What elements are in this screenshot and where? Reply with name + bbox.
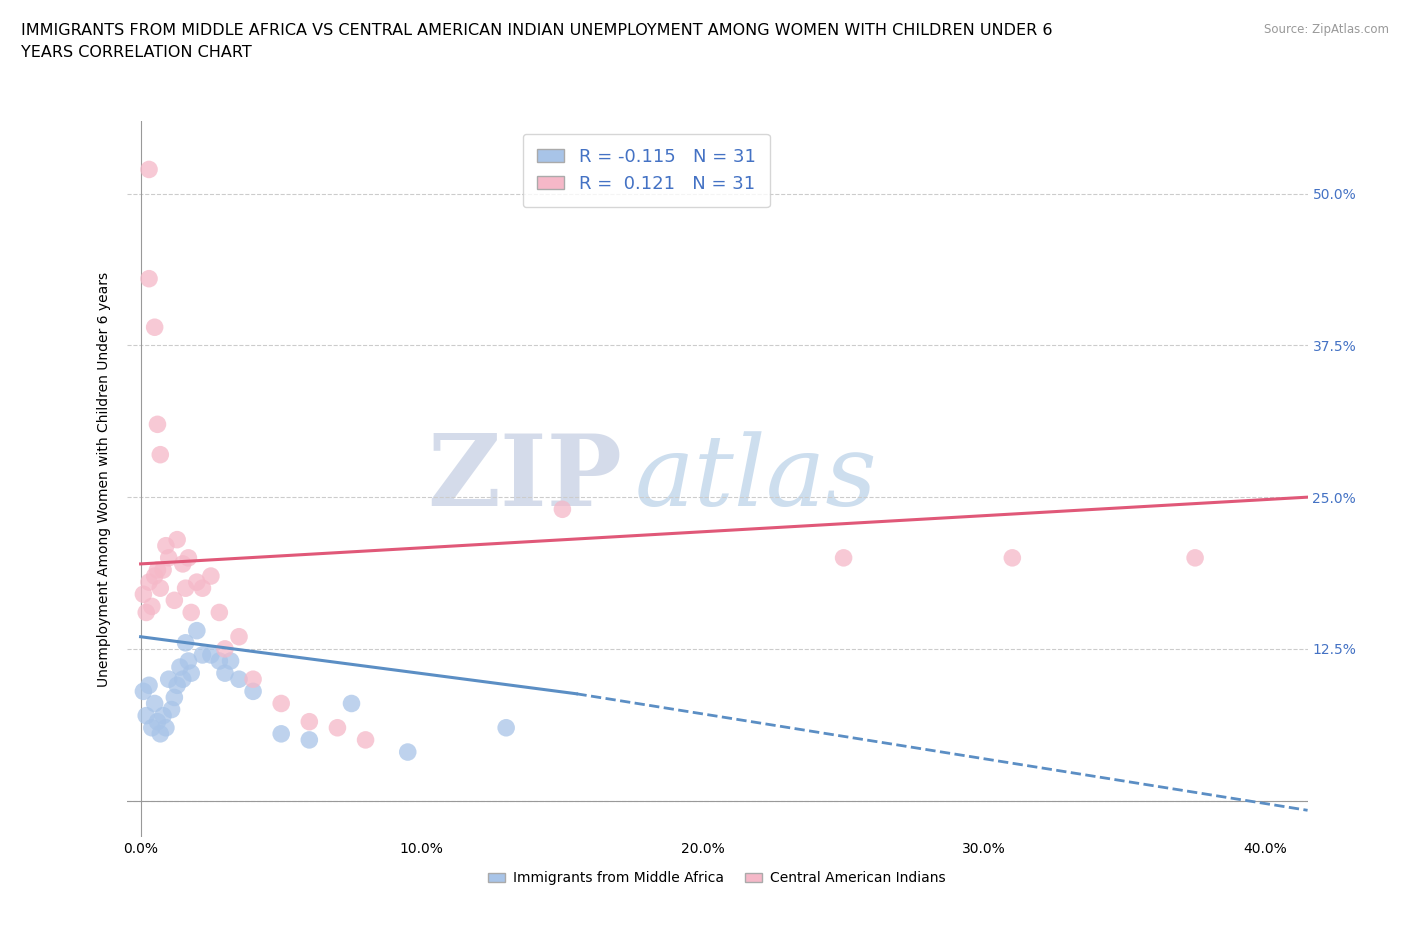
Point: [208, 605, 231, 620]
Point: [186, 623, 208, 638]
Point: [208, 654, 231, 669]
Point: [270, 726, 292, 741]
Point: [169, 659, 191, 674]
Point: [200, 647, 222, 662]
Point: [135, 605, 157, 620]
Point: [135, 708, 157, 723]
Point: [242, 684, 264, 698]
Point: [242, 671, 264, 686]
Point: [186, 575, 208, 590]
Text: IMMIGRANTS FROM MIDDLE AFRICA VS CENTRAL AMERICAN INDIAN UNEMPLOYMENT AMONG WOME: IMMIGRANTS FROM MIDDLE AFRICA VS CENTRAL…: [21, 23, 1053, 38]
Point: [298, 714, 321, 729]
Point: [340, 696, 363, 711]
Point: [146, 714, 169, 729]
Point: [1184, 551, 1206, 565]
Point: [177, 551, 200, 565]
Point: [200, 568, 222, 583]
Point: [551, 502, 574, 517]
Point: [270, 696, 292, 711]
Point: [191, 647, 214, 662]
Point: [326, 721, 349, 736]
Y-axis label: Unemployment Among Women with Children Under 6 years: Unemployment Among Women with Children U…: [97, 272, 111, 686]
Point: [166, 678, 188, 693]
Point: [152, 708, 174, 723]
Point: [152, 563, 174, 578]
Point: [298, 733, 321, 748]
Point: [157, 671, 180, 686]
Point: [166, 532, 188, 547]
Point: [138, 272, 160, 286]
Point: [163, 690, 186, 705]
Point: [155, 538, 177, 553]
Point: [396, 745, 419, 760]
Text: atlas: atlas: [634, 432, 877, 526]
Point: [143, 320, 166, 335]
Text: Source: ZipAtlas.com: Source: ZipAtlas.com: [1264, 23, 1389, 36]
Point: [191, 580, 214, 595]
Point: [157, 551, 180, 565]
Point: [228, 630, 250, 644]
Point: [180, 666, 202, 681]
Point: [132, 684, 155, 698]
Point: [141, 599, 163, 614]
Point: [180, 605, 202, 620]
Point: [177, 654, 200, 669]
Point: [149, 726, 172, 741]
Point: [143, 568, 166, 583]
Point: [160, 702, 183, 717]
Point: [132, 587, 155, 602]
Point: [138, 575, 160, 590]
Point: [214, 642, 236, 657]
Point: [149, 580, 172, 595]
Point: [172, 556, 194, 571]
Point: [143, 696, 166, 711]
Legend: R = -0.115   N = 31, R =  0.121   N = 31: R = -0.115 N = 31, R = 0.121 N = 31: [523, 134, 770, 207]
Point: [1001, 551, 1024, 565]
Point: [174, 580, 197, 595]
Point: [138, 678, 160, 693]
Text: YEARS CORRELATION CHART: YEARS CORRELATION CHART: [21, 45, 252, 60]
Point: [495, 721, 517, 736]
Point: [219, 654, 242, 669]
Point: [214, 666, 236, 681]
Point: [146, 417, 169, 432]
Point: [228, 671, 250, 686]
Point: [832, 551, 855, 565]
Point: [174, 635, 197, 650]
Point: [354, 733, 377, 748]
Point: [172, 671, 194, 686]
Point: [138, 162, 160, 177]
Point: [163, 593, 186, 608]
Point: [141, 721, 163, 736]
Point: [149, 447, 172, 462]
Text: ZIP: ZIP: [427, 431, 623, 527]
Point: [146, 563, 169, 578]
Point: [155, 721, 177, 736]
